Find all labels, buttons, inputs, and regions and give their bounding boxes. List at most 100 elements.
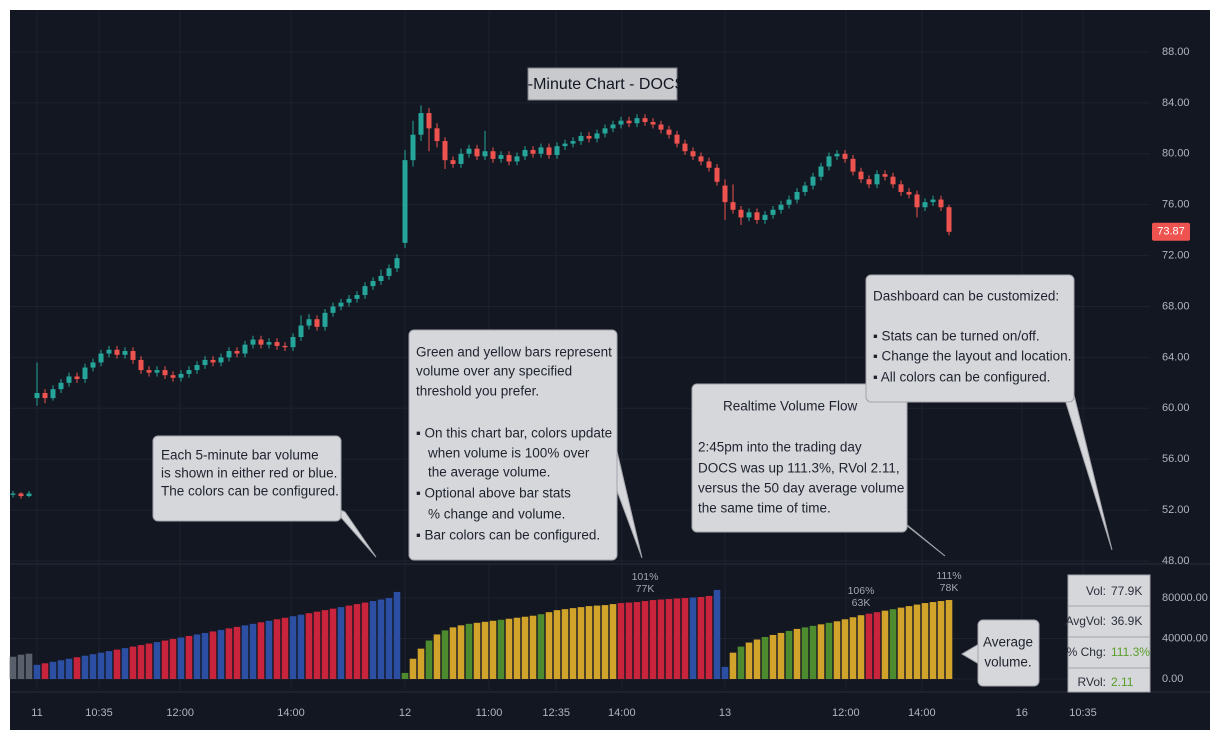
volume-bar [497, 619, 505, 680]
volume-bar [481, 621, 489, 680]
y-tick-label: 88.00 [1162, 46, 1190, 58]
candle-body [82, 367, 88, 380]
candle-body [338, 302, 344, 307]
candle-body [602, 128, 608, 134]
candle-body [842, 153, 848, 159]
volume-bar [185, 635, 193, 680]
x-tick-label: 16 [1016, 707, 1028, 719]
candle-body [322, 312, 328, 327]
candle-body [706, 161, 712, 168]
volume-bar [377, 599, 385, 680]
volume-bar [737, 646, 745, 680]
dashboard-label: % Chg: [1067, 645, 1106, 659]
candle-body [50, 389, 56, 399]
volume-bar [201, 632, 209, 680]
callout-box [977, 619, 1040, 687]
callout-text: volume. [984, 655, 1031, 670]
candle-body [690, 151, 696, 157]
volume-bar [769, 634, 777, 680]
volume-bar [913, 604, 921, 680]
x-tick-label: 10:35 [85, 707, 113, 719]
candle-body [946, 207, 952, 232]
volume-bar [681, 598, 689, 680]
callout-text: Green and yellow bars represent [416, 345, 612, 360]
chart-title: 5-Minute Chart - DOCS [519, 76, 685, 93]
candle-body [578, 135, 584, 142]
y-tick-label: 76.00 [1162, 199, 1190, 211]
volume-bar [601, 605, 609, 680]
volume-bar [385, 598, 393, 680]
candle-body [794, 191, 800, 200]
volume-bar [929, 602, 937, 680]
callout-text: ▪ Optional above bar stats [416, 486, 571, 501]
title-box: 5-Minute Chart - DOCS [519, 67, 685, 101]
volume-bar [457, 625, 465, 680]
candle-body [106, 349, 112, 354]
bar-stat-label: 106% [848, 585, 875, 597]
volume-bar [9, 656, 17, 680]
volume-bar [777, 632, 785, 680]
volume-bar [281, 617, 289, 680]
volume-bar [713, 589, 721, 680]
candle-body [938, 199, 944, 208]
dashboard-label: AvgVol: [1066, 614, 1106, 628]
volume-bar [337, 607, 345, 680]
candle-body [714, 167, 720, 182]
volume-bar [489, 620, 497, 680]
dashboard-value: 36.9K [1111, 614, 1142, 628]
candle-body [530, 149, 536, 154]
candle-body [386, 268, 392, 276]
y-tick-label: 52.00 [1162, 504, 1190, 516]
candle-body [418, 113, 424, 135]
candle-body [10, 493, 16, 495]
candle-body [426, 113, 432, 129]
candle-body [618, 120, 624, 125]
volume-bar [273, 619, 281, 680]
volume-bar [809, 625, 817, 680]
volume-bar [521, 616, 529, 680]
candle-body [42, 393, 48, 399]
candle-body [874, 174, 880, 185]
volume-bar [729, 652, 737, 680]
volume-bar [25, 653, 33, 680]
y-tick-label: 40000.00 [1162, 632, 1208, 644]
candle-body [850, 158, 856, 172]
y-tick-label: 64.00 [1162, 351, 1190, 363]
plot: 101%77K 106%63K 111%78K [9, 105, 962, 680]
x-tick-label: 12:35 [542, 707, 570, 719]
candle-body [490, 151, 496, 159]
candle-body [810, 176, 816, 186]
candle-body [474, 148, 480, 157]
x-tick-label: 14:00 [277, 707, 305, 719]
callout-text: when volume is 100% over [427, 446, 590, 461]
volume-bar [329, 608, 337, 680]
callout-text: volume over any specified [416, 364, 572, 379]
volume-bar [465, 623, 473, 680]
candle-body [178, 373, 184, 378]
volume-bar [153, 642, 161, 680]
callout-text: % change and volume. [428, 507, 565, 522]
volume-bar [665, 599, 673, 680]
y-tick-label: 0.00 [1162, 673, 1183, 685]
candle-body [346, 298, 352, 303]
candle-body [506, 155, 512, 162]
candle-body [410, 134, 416, 161]
candle-body [698, 156, 704, 162]
candle-body [170, 375, 176, 378]
axes: 48.00 52.00 56.00 60.00 64.00 68.00 72.00 76.00… [31, 46, 1208, 719]
candle-body [458, 153, 464, 164]
candle-body [186, 370, 192, 374]
volume-bar [897, 607, 905, 680]
x-tick-label: 12:00 [166, 707, 194, 719]
volume-bar [17, 654, 25, 680]
volume-bar [441, 630, 449, 680]
volume-bar [785, 630, 793, 680]
candle-body [722, 185, 728, 203]
volume-bar [345, 605, 353, 680]
candle-body [818, 166, 824, 177]
candle-body [450, 160, 456, 164]
callout: Dashboard can be customized: ▪ Stats can… [865, 274, 1113, 551]
callout-box [152, 435, 342, 522]
candle-body [282, 345, 288, 348]
